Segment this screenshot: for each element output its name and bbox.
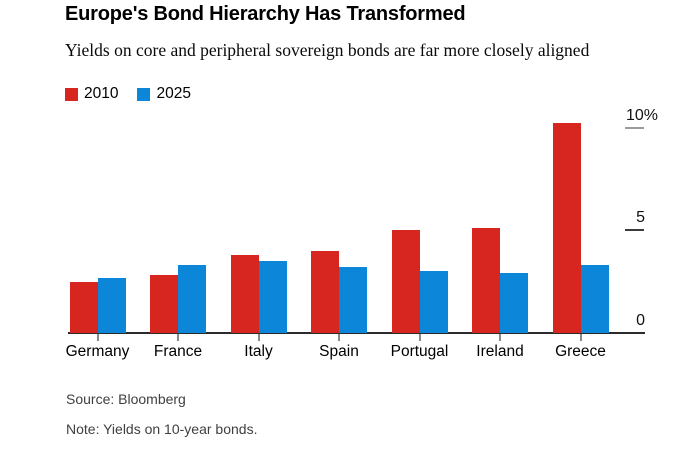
bar-2010-portugal (391, 230, 420, 333)
category-label-france: France (153, 343, 203, 360)
bar-2010-spain (311, 250, 339, 333)
note-text: Note: Yields on 10-year bonds. (66, 421, 258, 437)
legend-label-2010: 2010 (84, 85, 119, 102)
bar-2025-italy (258, 261, 287, 333)
category-label-portugal: Portugal (390, 343, 449, 360)
category-label-germany: Germany (65, 343, 130, 360)
legend-swatch-2025 (137, 87, 151, 101)
x-axis-tick-italy (257, 334, 260, 341)
y-axis-tick-5 (625, 229, 644, 232)
bar-2010-germany (69, 281, 98, 333)
source-text: Source: Bloomberg (66, 391, 186, 407)
legend-item-2025: 2025 (137, 85, 191, 103)
y-axis-label-5: 5 (636, 209, 645, 227)
x-axis-tick-ireland (499, 334, 501, 341)
x-axis-tick-france (177, 334, 179, 341)
bar-2025-ireland (500, 273, 528, 333)
x-axis-tick-spain (338, 334, 340, 341)
bar-2010-greece (552, 123, 581, 333)
legend: 2010 2025 (65, 85, 191, 103)
y-axis-tick-10 (625, 126, 644, 129)
bar-2025-germany (97, 277, 126, 333)
bar-2010-france (150, 275, 178, 333)
legend-item-2010: 2010 (65, 85, 118, 103)
bar-2025-france (178, 265, 206, 333)
category-label-spain: Spain (319, 343, 359, 360)
x-axis-tick-germany (96, 334, 99, 341)
bar-2010-italy (230, 254, 259, 333)
y-axis-label-0: 0 (636, 312, 645, 329)
bar-2010-ireland (472, 228, 500, 333)
bar-2025-portugal (419, 271, 448, 333)
chart-subtitle: Yields on core and peripheral sovereign … (65, 40, 590, 60)
legend-swatch-2010 (65, 87, 78, 101)
legend-label-2025: 2025 (156, 85, 191, 102)
x-axis-tick-greece (579, 334, 582, 341)
y-axis-label-10: 10% (625, 106, 658, 124)
chart-title: Europe's Bond Hierarchy Has Transformed (65, 3, 466, 25)
bar-2025-spain (339, 267, 367, 333)
bar-2025-greece (580, 265, 609, 333)
x-axis-line (68, 332, 645, 334)
category-label-greece: Greece (555, 343, 606, 360)
x-axis-tick-portugal (418, 334, 421, 341)
category-label-italy: Italy (244, 343, 273, 360)
category-label-ireland: Ireland (476, 343, 524, 360)
